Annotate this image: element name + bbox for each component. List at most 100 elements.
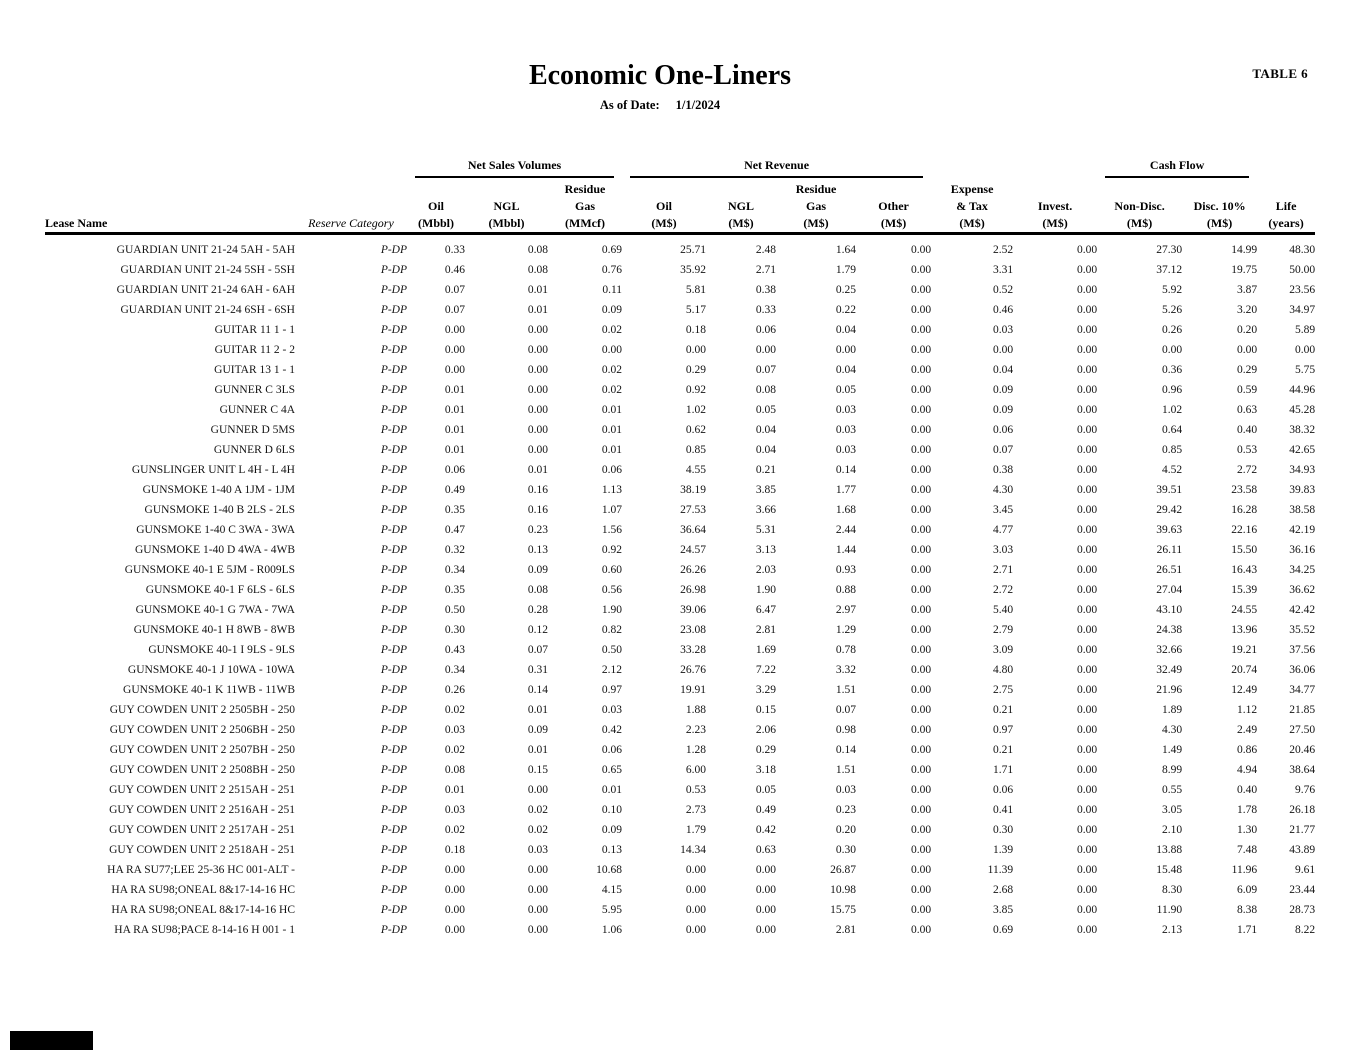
cell-invest: 0.00 [1076,924,1098,936]
cell-oil_rev: 39.06 [680,604,707,616]
cell-ngl_rev: 0.05 [755,404,777,416]
cell-other_rev: 0.00 [910,244,932,256]
cell-gas_vol: 1.07 [601,504,623,516]
cell-category: P-DP [380,564,407,576]
cell-lease: GUNSMOKE 1-40 D 4WA - 4WB [134,544,295,556]
group-header-spacer [1257,152,1315,178]
cell-oil_rev: 19.91 [680,684,707,696]
cell-gas_vol: 0.10 [601,804,623,816]
cell-oil_vol: 0.32 [444,544,465,556]
cell-life: 21.85 [1289,704,1316,716]
cell-gas_vol: 0.42 [601,724,623,736]
cell-expense_tax: 0.97 [992,724,1014,736]
cell-life: 0.00 [1294,344,1316,356]
cell-cf_nondisc: 39.51 [1156,484,1183,496]
cell-cf_nondisc: 8.99 [1161,764,1183,776]
cell-cf_nondisc: 3.05 [1161,804,1183,816]
cell-oil_vol: 0.18 [444,844,465,856]
cell-cf_disc: 19.75 [1231,264,1258,276]
table-row: GUITAR 11 1 - 1 P-DP 0.00 0.00 0.02 0.18 0.06 0… [45,320,1316,340]
cell-gas_vol: 10.68 [596,864,623,876]
cell-category: P-DP [380,344,407,356]
cell-ngl_rev: 2.81 [755,624,777,636]
cell-gas_vol: 0.03 [601,704,623,716]
group-header: Net Revenue [622,152,931,178]
table-row: HA RA SU98;ONEAL 8&17-14-16 HC P-DP 0.00 0.… [45,900,1315,920]
cell-cf_disc: 0.53 [1236,444,1258,456]
cell-expense_tax: 0.04 [992,364,1014,376]
cell-lease: HA RA SU98;PACE 8-14-16 H 001 - 1 [114,924,295,936]
cell-cf_disc: 0.29 [1236,364,1258,376]
table-row: GUY COWDEN UNIT 2 2506BH - 250 P-DP 0.03 0.… [45,720,1315,740]
cell-expense_tax: 4.30 [992,484,1014,496]
cell-category: P-DP [380,644,407,656]
cell-lease: GUARDIAN UNIT 21-24 5AH - 5AH [116,244,295,256]
group-header-row: Net Sales Volumes Net Revenue Cash Flow [45,152,1315,178]
cell-gas_vol: 0.01 [601,424,623,436]
column-header-row: Lease Name Reserve Category Oil (Mbbl) NGL (M… [45,178,1316,235]
cell-ngl_vol: 0.09 [527,564,548,576]
cell-cf_nondisc: 24.38 [1156,624,1183,636]
cell-other_rev: 0.00 [910,884,932,896]
cell-oil_rev: 6.00 [685,764,707,776]
cell-life: 36.06 [1289,664,1316,676]
cell-cf_nondisc: 32.66 [1156,644,1183,656]
cell-gas_vol: 0.02 [601,384,623,396]
cell-cf_disc: 16.28 [1231,504,1258,516]
table-row: GUARDIAN UNIT 21-24 5SH - 5SH P-DP 0.46 0.0… [45,260,1315,280]
cell-other_rev: 0.00 [910,744,932,756]
cell-ngl_rev: 6.47 [755,604,777,616]
cell-expense_tax: 0.07 [992,444,1014,456]
cell-gas_rev: 1.79 [835,264,857,276]
cell-invest: 0.00 [1076,744,1098,756]
cell-expense_tax: 3.03 [992,544,1014,556]
cell-cf_disc: 1.12 [1236,704,1258,716]
cell-ngl_rev: 2.03 [755,564,777,576]
cell-category: P-DP [380,764,407,776]
cell-lease: GUNSMOKE 1-40 C 3WA - 3WA [136,524,295,536]
cell-other_rev: 0.00 [910,544,932,556]
cell-cf_disc: 20.74 [1231,664,1258,676]
table-row: GUARDIAN UNIT 21-24 6AH - 6AH P-DP 0.07 0.0… [45,280,1315,300]
cell-cf_nondisc: 29.42 [1156,504,1183,516]
cell-category: P-DP [380,404,407,416]
cell-oil_vol: 0.33 [444,244,465,256]
cell-gas_rev: 0.30 [835,844,857,856]
cell-oil_vol: 0.47 [444,524,465,536]
cell-other_rev: 0.00 [910,384,932,396]
cell-gas_vol: 0.82 [601,624,623,636]
cell-ngl_vol: 0.01 [527,464,548,476]
cell-life: 34.93 [1289,464,1316,476]
col-header-oil_rev: Oil (M$) [622,178,707,235]
cell-oil_vol: 0.00 [444,924,465,936]
cell-expense_tax: 11.39 [987,864,1014,876]
cell-oil_vol: 0.26 [444,684,465,696]
cell-oil_vol: 0.30 [444,624,465,636]
cell-expense_tax: 1.71 [992,764,1014,776]
cell-oil_vol: 0.01 [444,404,465,416]
col-header-gas_rev: Residue Gas (M$) [776,178,857,235]
cell-ngl_vol: 0.02 [527,804,548,816]
cell-category: P-DP [380,724,407,736]
cell-oil_rev: 0.00 [685,344,707,356]
cell-expense_tax: 3.09 [992,644,1014,656]
cell-oil_rev: 2.73 [685,804,707,816]
group-header-spacer [295,152,407,178]
cell-expense_tax: 2.52 [992,244,1014,256]
cell-cf_nondisc: 1.89 [1161,704,1183,716]
cell-oil_rev: 26.26 [680,564,707,576]
cell-cf_disc: 24.55 [1231,604,1258,616]
cell-oil_vol: 0.00 [444,904,465,916]
cell-ngl_rev: 0.00 [755,904,777,916]
cell-other_rev: 0.00 [910,644,932,656]
cell-oil_rev: 0.00 [685,904,707,916]
cell-ngl_rev: 0.33 [755,304,777,316]
cell-cf_disc: 1.30 [1236,824,1258,836]
cell-other_rev: 0.00 [910,844,932,856]
cell-oil_vol: 0.50 [444,604,465,616]
cell-oil_vol: 0.49 [444,484,465,496]
cell-invest: 0.00 [1076,624,1098,636]
cell-life: 34.25 [1289,564,1316,576]
cell-ngl_rev: 0.07 [755,364,777,376]
cell-ngl_vol: 0.15 [527,764,548,776]
